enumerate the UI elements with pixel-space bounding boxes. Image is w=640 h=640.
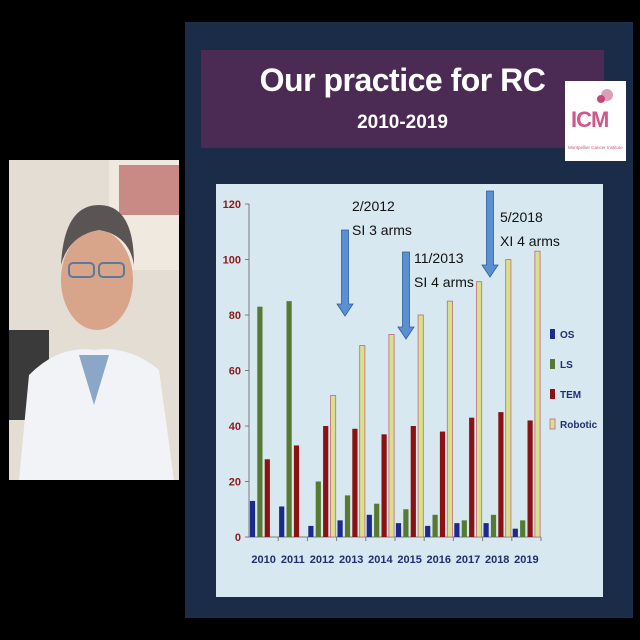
presentation-slide: Our practice for RC 2010-2019 ICM Montpe… xyxy=(185,22,633,618)
bar-os xyxy=(308,525,314,537)
presenter-video xyxy=(9,160,179,480)
bar-robotic xyxy=(534,250,541,538)
bar-ls xyxy=(374,503,380,537)
bar-os xyxy=(337,520,343,537)
bar-tem xyxy=(264,459,270,537)
x-tick-label: 2014 xyxy=(368,554,393,566)
x-tick-label: 2013 xyxy=(339,554,363,566)
bar-tem xyxy=(439,431,446,537)
bar-robotic xyxy=(505,259,512,538)
bar-ls xyxy=(286,301,292,537)
bar-ls xyxy=(403,509,409,537)
bar-os xyxy=(366,514,372,537)
legend-swatch-robotic xyxy=(549,418,556,430)
bar-robotic xyxy=(476,281,483,538)
presenter-image xyxy=(9,160,179,480)
bar-tem xyxy=(293,445,300,537)
legend-label-os: OS xyxy=(560,330,575,341)
annotation-system: SI 4 arms xyxy=(414,274,474,290)
slide-subtitle: 2010-2019 xyxy=(357,112,448,133)
bar-robotic xyxy=(417,314,424,538)
down-arrow-icon xyxy=(397,251,415,340)
y-tick-label: 120 xyxy=(223,199,241,211)
annotation-system: SI 3 arms xyxy=(352,222,412,238)
down-arrow-icon xyxy=(336,229,354,317)
bar-ls xyxy=(315,481,321,537)
bar-ls xyxy=(344,495,351,537)
bar-os xyxy=(454,523,460,537)
bar-tem xyxy=(469,417,475,537)
bar-tem xyxy=(498,412,504,537)
x-tick-label: 2019 xyxy=(514,554,538,566)
bar-tem xyxy=(410,426,416,537)
bar-robotic xyxy=(446,300,453,538)
legend-swatch-ls xyxy=(550,359,555,369)
bar-chart: 0 20 40 60 80 100 120 2010 2011 2012 2013 2014 2015 2… xyxy=(223,190,598,566)
slide-title: Our practice for RC xyxy=(259,62,546,98)
y-tick-label: 100 xyxy=(223,255,241,267)
bar-tem xyxy=(381,434,387,537)
x-tick-label: 2016 xyxy=(427,554,451,566)
annotation-system: XI 4 arms xyxy=(500,233,560,249)
y-tick-label: 60 xyxy=(229,366,241,378)
y-tick-label: 0 xyxy=(235,532,241,544)
bar-os xyxy=(249,500,256,537)
bar-robotic xyxy=(330,395,337,538)
y-tick-label: 20 xyxy=(229,477,241,489)
logo-text: ICM xyxy=(571,107,609,132)
legend-label-ls: LS xyxy=(560,360,573,371)
x-tick-label: 2010 xyxy=(251,554,275,566)
bar-robotic xyxy=(388,334,395,538)
bar-os xyxy=(395,523,402,537)
y-tick-label: 40 xyxy=(229,421,241,433)
x-tick-label: 2017 xyxy=(456,554,480,566)
annotation-date: 2/2012 xyxy=(352,198,395,214)
legend-swatch-tem xyxy=(550,389,555,399)
bar-tem xyxy=(352,428,358,537)
x-tick-label: 2011 xyxy=(281,554,305,566)
x-tick-label: 2015 xyxy=(397,554,421,566)
bar-ls xyxy=(490,514,497,537)
title-band: Our practice for RC 2010-2019 xyxy=(201,50,604,148)
bar-os xyxy=(483,523,489,537)
bar-robotic xyxy=(359,345,366,538)
down-arrow-icon xyxy=(481,190,499,278)
bar-tem xyxy=(323,426,329,537)
bar-tem xyxy=(527,420,533,537)
bar-ls xyxy=(461,520,467,537)
icm-logo: ICM Montpellier Cancer Institute xyxy=(565,81,626,161)
chart-panel: 0 20 40 60 80 100 120 2010 2011 2012 2013 2014 2015 2… xyxy=(216,184,603,597)
legend-label-tem: TEM xyxy=(560,390,581,401)
logo-mark xyxy=(597,89,613,103)
annotation-date: 5/2018 xyxy=(500,209,543,225)
x-tick-label: 2012 xyxy=(310,554,334,566)
x-tick-label: 2018 xyxy=(485,554,509,566)
legend-label-robotic: Robotic xyxy=(560,420,598,431)
legend-swatch-os xyxy=(550,329,555,339)
bar-os xyxy=(425,525,431,537)
bar-os xyxy=(512,528,518,537)
bar-os xyxy=(279,506,285,537)
bar-ls xyxy=(520,520,526,537)
y-tick-label: 80 xyxy=(229,310,241,322)
annotation-date: 11/2013 xyxy=(414,250,464,266)
bar-ls xyxy=(257,306,263,537)
bar-ls xyxy=(432,514,438,537)
logo-subtext: Montpellier Cancer Institute xyxy=(568,145,623,150)
